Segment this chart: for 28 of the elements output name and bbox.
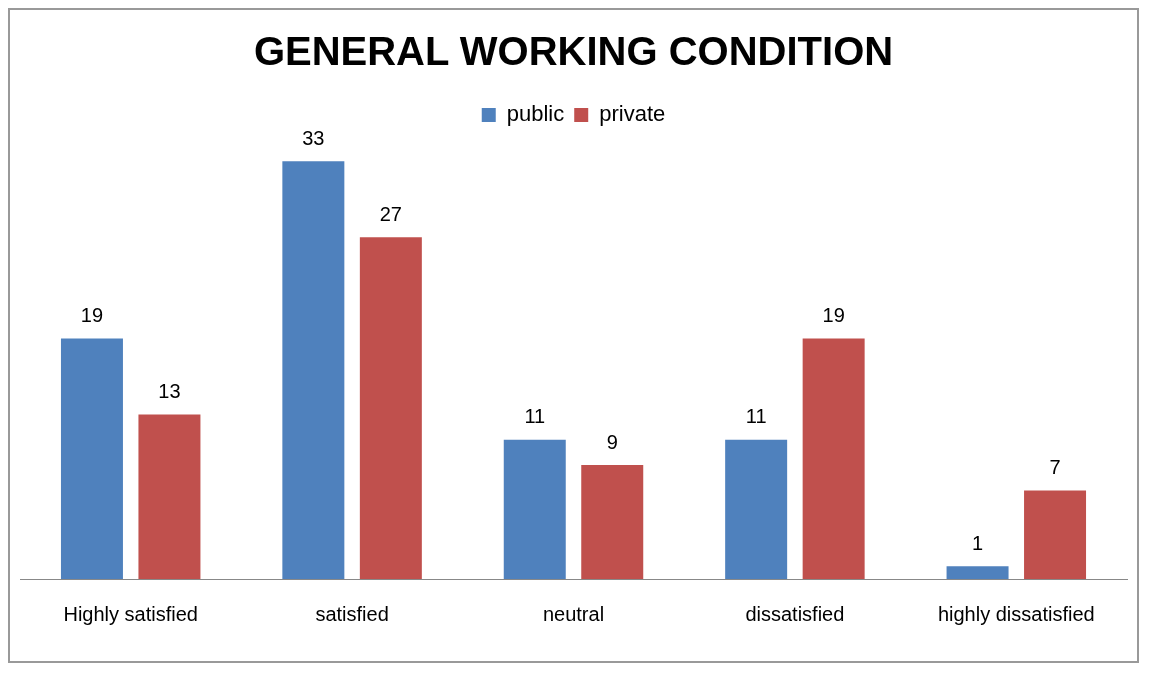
x-tick-label: satisfied xyxy=(315,602,389,625)
bar xyxy=(946,566,1009,579)
x-tick-label: highly dissatisfied xyxy=(937,602,1095,625)
bar xyxy=(503,439,566,579)
data-label: 13 xyxy=(158,379,181,402)
x-tick-label: dissatisfied xyxy=(745,602,845,625)
data-label: 1 xyxy=(971,531,984,554)
x-tick-label: Highly satisfied xyxy=(63,602,198,625)
bar xyxy=(802,338,865,579)
bar xyxy=(581,465,644,579)
x-tick-label: neutral xyxy=(542,602,605,625)
data-label: 19 xyxy=(822,304,845,327)
legend-label: public xyxy=(506,101,565,127)
bar xyxy=(282,161,345,579)
bar xyxy=(60,338,123,579)
bar xyxy=(1024,490,1087,579)
bar xyxy=(725,439,788,579)
bar xyxy=(138,414,201,579)
data-label: 11 xyxy=(745,405,767,428)
data-label: 27 xyxy=(379,202,402,225)
data-label: 11 xyxy=(524,405,546,428)
data-label: 19 xyxy=(80,304,104,327)
chart-title: GENERAL WORKING CONDITION xyxy=(253,29,894,74)
bar xyxy=(359,237,422,579)
data-label: 9 xyxy=(606,430,618,453)
legend-label: private xyxy=(599,101,666,127)
data-label: 33 xyxy=(302,126,325,149)
data-label: 7 xyxy=(1049,455,1061,478)
